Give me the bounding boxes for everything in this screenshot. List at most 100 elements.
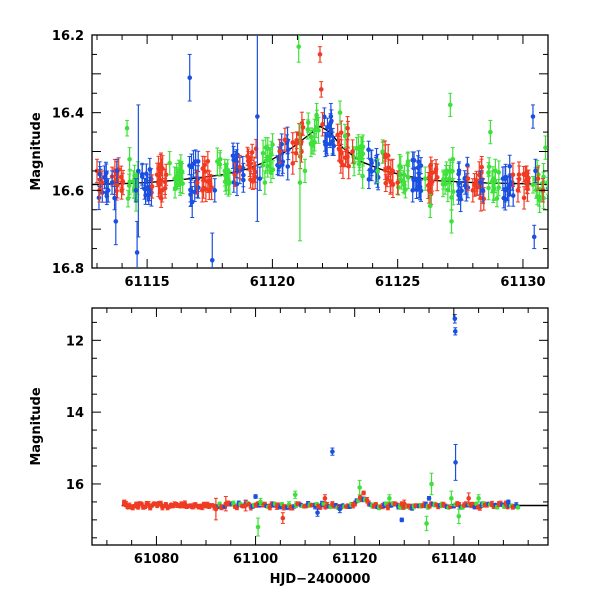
red-data-point [317,52,323,57]
blue-data-point [325,125,330,130]
green-data-point [449,219,454,224]
green-data-point [357,485,362,490]
blue-data-point [551,187,556,192]
blue-data-point [426,496,432,501]
y-tick-label: 14 [66,406,84,421]
blue-data-point [551,179,556,184]
red-data-point [213,506,219,512]
green-data-point [297,180,303,185]
blue-data-point [187,75,193,81]
green-data-point [167,160,172,166]
blue-data-point [193,159,198,164]
blue-data-point [323,142,328,147]
blue-data-point [133,188,139,193]
green-data-point [488,129,493,135]
blue-data-point [506,192,512,198]
green-data-point [424,521,429,526]
red-data-point [338,159,344,165]
blue-data-point [104,193,110,199]
data-layer [92,35,560,268]
blue-data-point [134,250,140,255]
green-data-point [314,112,319,118]
blue-data-point [503,188,508,193]
x-tick-label: 61100 [233,552,278,567]
blue-data-point [530,114,536,119]
blue-data-point [113,219,119,224]
green-data-point [231,501,236,506]
red-data-point [280,515,286,521]
x-tick-label: 61115 [125,275,170,290]
green-data-point [422,176,428,181]
red-data-point [209,185,214,190]
green-data-point [360,173,365,179]
green-data-point [215,159,220,164]
green-data-point [321,501,327,506]
blue-data-point [279,141,284,147]
blue-data-point [552,178,557,183]
red-data-point [194,180,200,185]
blue-data-point [549,190,554,195]
blue-data-point [275,162,280,168]
red-data-point [382,168,388,173]
green-data-point [530,182,536,188]
blue-data-point [285,164,291,169]
blue-data-point [366,147,371,153]
blue-data-point [555,179,560,184]
blue-data-point [506,499,511,505]
green-data-point [312,139,317,145]
green-data-point [486,185,491,191]
red-data-point [199,188,205,193]
green-data-point [427,203,433,209]
green-data-point [398,178,404,184]
blue-data-point [139,171,145,177]
x-tick-label: 61125 [375,275,420,290]
y-tick-label: 16.8 [52,262,84,277]
blue-data-point [555,195,560,200]
red-data-point [154,172,160,178]
green-data-point [337,110,343,115]
red-data-point [516,172,522,177]
top-panel: 61115 61120 61125 61130 16.2 16.4 16.6 16.8 Magn… [29,29,560,290]
blue-data-point [187,163,192,168]
y-tick-label: 16.2 [52,29,84,44]
data-layer [121,313,548,537]
blue-data-point [458,196,463,202]
blue-data-point [232,157,238,162]
green-data-point [268,170,274,176]
green-data-point [342,133,348,139]
red-data-point [248,161,254,166]
blue-data-point [337,506,343,512]
red-data-point [121,499,127,505]
x-tick-label: 61140 [431,552,476,567]
red-data-point [465,176,471,181]
green-data-point [474,501,479,507]
red-data-point [382,155,388,160]
red-data-point [466,496,471,501]
red-data-point [345,125,350,131]
red-data-point [207,178,212,184]
green-data-point [450,156,456,162]
green-data-point [447,169,453,175]
red-data-point [243,503,248,508]
green-data-point [132,173,137,179]
red-data-point [395,180,400,185]
blue-data-point [456,192,461,198]
red-data-point [277,149,283,154]
green-data-point [227,180,233,185]
blue-data-point [453,329,458,334]
green-data-point [308,134,314,140]
blue-data-point [330,141,335,147]
blue-data-point [478,180,483,185]
green-data-point [354,146,359,151]
blue-data-point [552,195,557,200]
blue-data-point [417,184,423,190]
red-data-point [322,496,328,501]
blue-data-point [327,133,333,139]
red-data-point [282,137,288,143]
red-data-point [250,179,256,184]
green-data-point [124,125,130,131]
green-data-point [486,170,491,175]
plot-frame [91,307,549,546]
green-data-point [496,185,501,190]
